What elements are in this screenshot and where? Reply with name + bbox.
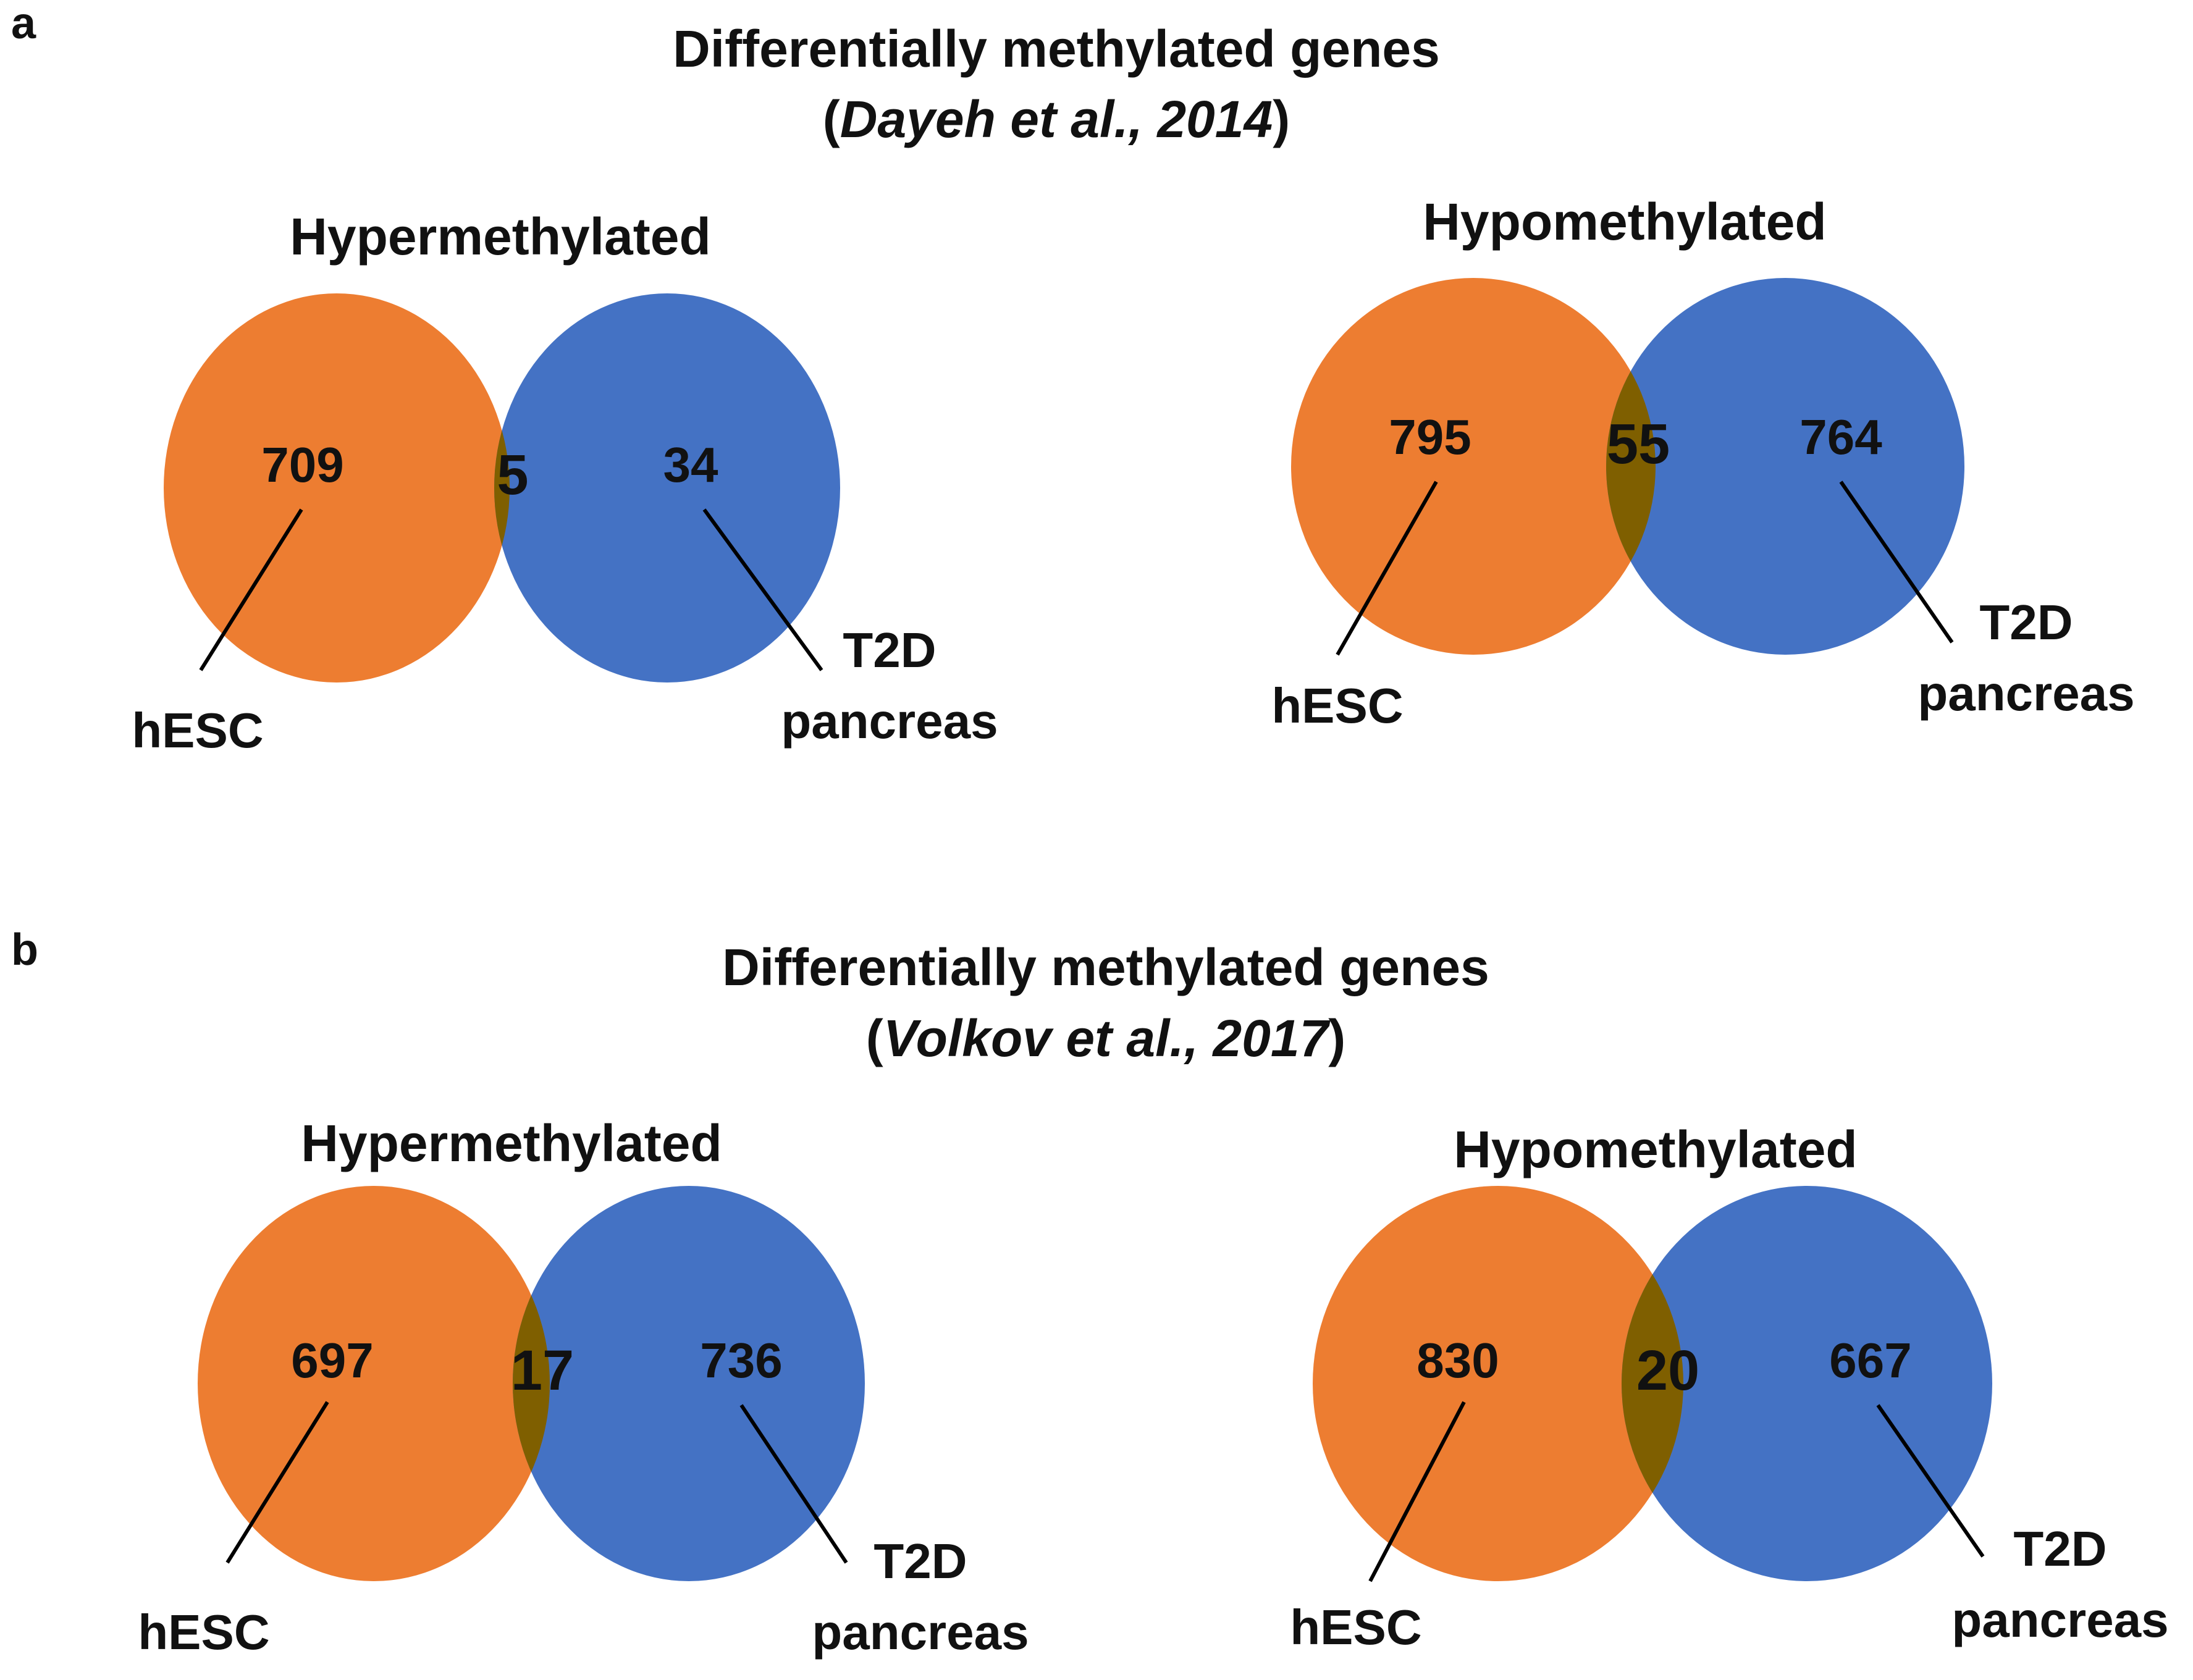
venn-title: Hypermethylated [301, 1114, 722, 1172]
panel-b-letter: b [11, 925, 38, 975]
t2d-label-line1: T2D [843, 623, 936, 678]
hesc-label: hESC [1290, 1600, 1421, 1655]
panel-b-citation: (Volkov et al., 2017) [866, 1009, 1346, 1067]
hesc-circle [198, 1186, 550, 1581]
overlap-count: 5 [497, 443, 528, 506]
overlap-count: 17 [511, 1339, 574, 1402]
panel-a-title: Differentially methylated genes [673, 20, 1440, 78]
panel-a-citation: (Dayeh et al., 2014) [823, 90, 1290, 148]
hesc-leader-line [1336, 481, 1438, 656]
t2d-circle [1622, 1186, 1992, 1581]
hesc-circle [1313, 1186, 1683, 1581]
venn-b-hypermethylated: Hypermethylated 697 17 736 hESC T2D panc… [138, 1114, 1029, 1660]
venn-a-hypomethylated: Hypomethylated 795 55 764 hESC T2D pancr… [1271, 193, 2134, 733]
hesc-label: hESC [138, 1605, 269, 1660]
hesc-leader-line [199, 508, 303, 671]
hesc-circle [1291, 278, 1656, 655]
panel-b: b Differentially methylated genes (Volko… [11, 925, 2169, 1660]
hesc-circle [164, 293, 510, 682]
t2d-circle [494, 293, 840, 682]
t2d-leader-line [1876, 1404, 1985, 1558]
t2d-circle [1606, 278, 1964, 655]
hesc-leader-line [225, 1401, 329, 1564]
overlap-count: 20 [1636, 1339, 1699, 1402]
venn-a-hypermethylated: Hypermethylated 709 5 34 hESC T2D pancre… [132, 208, 998, 758]
hesc-label: hESC [132, 703, 263, 758]
panel-b-title: Differentially methylated genes [722, 938, 1489, 996]
hesc-only-count: 709 [261, 437, 343, 492]
t2d-label-line1: T2D [1979, 595, 2073, 650]
t2d-only-count: 667 [1829, 1333, 1911, 1388]
t2d-label-line2: pancreas [1917, 666, 2134, 721]
venn-title: Hypomethylated [1454, 1120, 1857, 1178]
t2d-only-count: 34 [663, 437, 718, 492]
venn-title: Hypomethylated [1423, 193, 1826, 251]
panel-a: a Differentially methylated genes (Dayeh… [11, 0, 2135, 758]
t2d-label-line1: T2D [2013, 1521, 2107, 1576]
hesc-label: hESC [1271, 678, 1403, 733]
t2d-leader-line [702, 508, 823, 671]
t2d-label-line2: pancreas [1951, 1592, 2168, 1647]
venn-b-hypomethylated: Hypomethylated 830 20 667 hESC T2D pancr… [1290, 1120, 2168, 1655]
t2d-label-line1: T2D [873, 1534, 967, 1589]
venn-title: Hypermethylated [290, 208, 711, 266]
t2d-only-count: 736 [700, 1333, 782, 1388]
hesc-only-count: 697 [291, 1333, 373, 1388]
panel-a-letter: a [11, 0, 36, 48]
hesc-leader-line [1368, 1401, 1466, 1582]
t2d-only-count: 764 [1799, 410, 1882, 464]
t2d-label-line2: pancreas [781, 694, 998, 749]
t2d-leader-line [1839, 481, 1954, 644]
hesc-only-count: 795 [1389, 410, 1471, 464]
overlap-count: 55 [1607, 413, 1670, 476]
hesc-only-count: 830 [1416, 1333, 1499, 1388]
t2d-label-line2: pancreas [812, 1605, 1029, 1660]
t2d-leader-line [739, 1404, 848, 1564]
t2d-circle [513, 1186, 865, 1581]
